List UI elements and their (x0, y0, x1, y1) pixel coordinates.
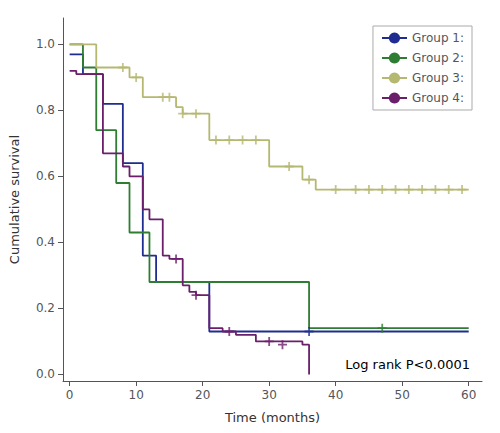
svg-text:60: 60 (461, 388, 476, 402)
svg-text:50: 50 (395, 388, 410, 402)
svg-text:Cumulative survival: Cumulative survival (7, 135, 22, 264)
svg-text:Group 1:: Group 1: (412, 31, 464, 45)
svg-text:Group 3:: Group 3: (412, 71, 464, 85)
svg-text:0: 0 (66, 388, 74, 402)
svg-text:30: 30 (262, 388, 277, 402)
svg-text:1.0: 1.0 (36, 37, 55, 51)
svg-text:Time (months): Time (months) (224, 410, 320, 425)
svg-text:Group 4:: Group 4: (412, 91, 464, 105)
svg-text:0.8: 0.8 (36, 103, 55, 117)
svg-text:Group 2:: Group 2: (412, 51, 464, 65)
svg-text:0.4: 0.4 (36, 235, 55, 249)
svg-text:Log rank P<0.0001: Log rank P<0.0001 (345, 357, 470, 372)
svg-text:0.2: 0.2 (36, 301, 55, 315)
svg-text:10: 10 (129, 388, 144, 402)
svg-text:0.0: 0.0 (36, 367, 55, 381)
svg-text:40: 40 (328, 388, 343, 402)
svg-text:20: 20 (195, 388, 210, 402)
svg-text:0.6: 0.6 (36, 169, 55, 183)
